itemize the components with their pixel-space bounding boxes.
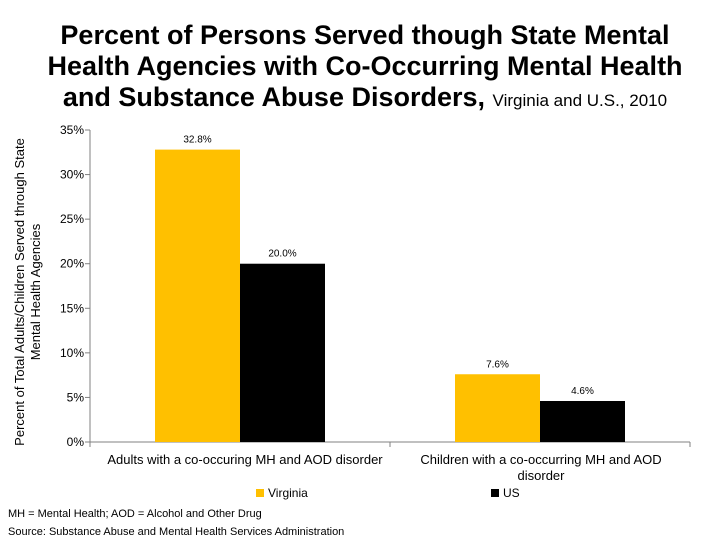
data-label-virginia-adults: 32.8% xyxy=(183,135,211,146)
legend-label-virginia: Virginia xyxy=(268,486,308,500)
legend-item-virginia: Virginia xyxy=(256,486,308,500)
category-label-children: Children with a co-occurring MH and AOD … xyxy=(420,452,662,483)
y-tick-label: 15% xyxy=(60,301,84,315)
y-tick-label: 30% xyxy=(60,168,84,182)
chart-title-sub: Virginia and U.S., 2010 xyxy=(492,91,668,110)
bar-virginia-children xyxy=(455,374,540,442)
footnote: MH = Mental Health; AOD = Alcohol and Ot… xyxy=(8,508,262,520)
legend-item-us: US xyxy=(491,486,520,500)
y-tick-label: 35% xyxy=(60,123,84,137)
data-label-virginia-children: 7.6% xyxy=(486,359,509,370)
y-tick-label: 0% xyxy=(67,435,85,449)
y-tick-label: 20% xyxy=(60,257,84,271)
source-note: Source: Substance Abuse and Mental Healt… xyxy=(8,526,345,538)
data-label-us-adults: 20.0% xyxy=(268,249,296,260)
y-tick-label: 10% xyxy=(60,346,84,360)
data-label-us-children: 4.6% xyxy=(571,386,594,397)
y-tick-label: 25% xyxy=(60,212,84,226)
chart-title-main: Percent of Persons Served though State M… xyxy=(47,20,683,112)
legend-swatch-virginia xyxy=(256,489,264,497)
bar-virginia-adults xyxy=(155,149,240,442)
bar-us-children xyxy=(540,400,625,442)
bar-us-adults xyxy=(240,263,325,442)
category-label-adults: Adults with a co-occuring MH and AOD dis… xyxy=(107,452,383,467)
chart-title: Percent of Persons Served though State M… xyxy=(20,20,710,116)
legend-swatch-us xyxy=(491,489,499,497)
legend-label-us: US xyxy=(503,486,520,500)
y-tick-label: 5% xyxy=(67,390,85,404)
